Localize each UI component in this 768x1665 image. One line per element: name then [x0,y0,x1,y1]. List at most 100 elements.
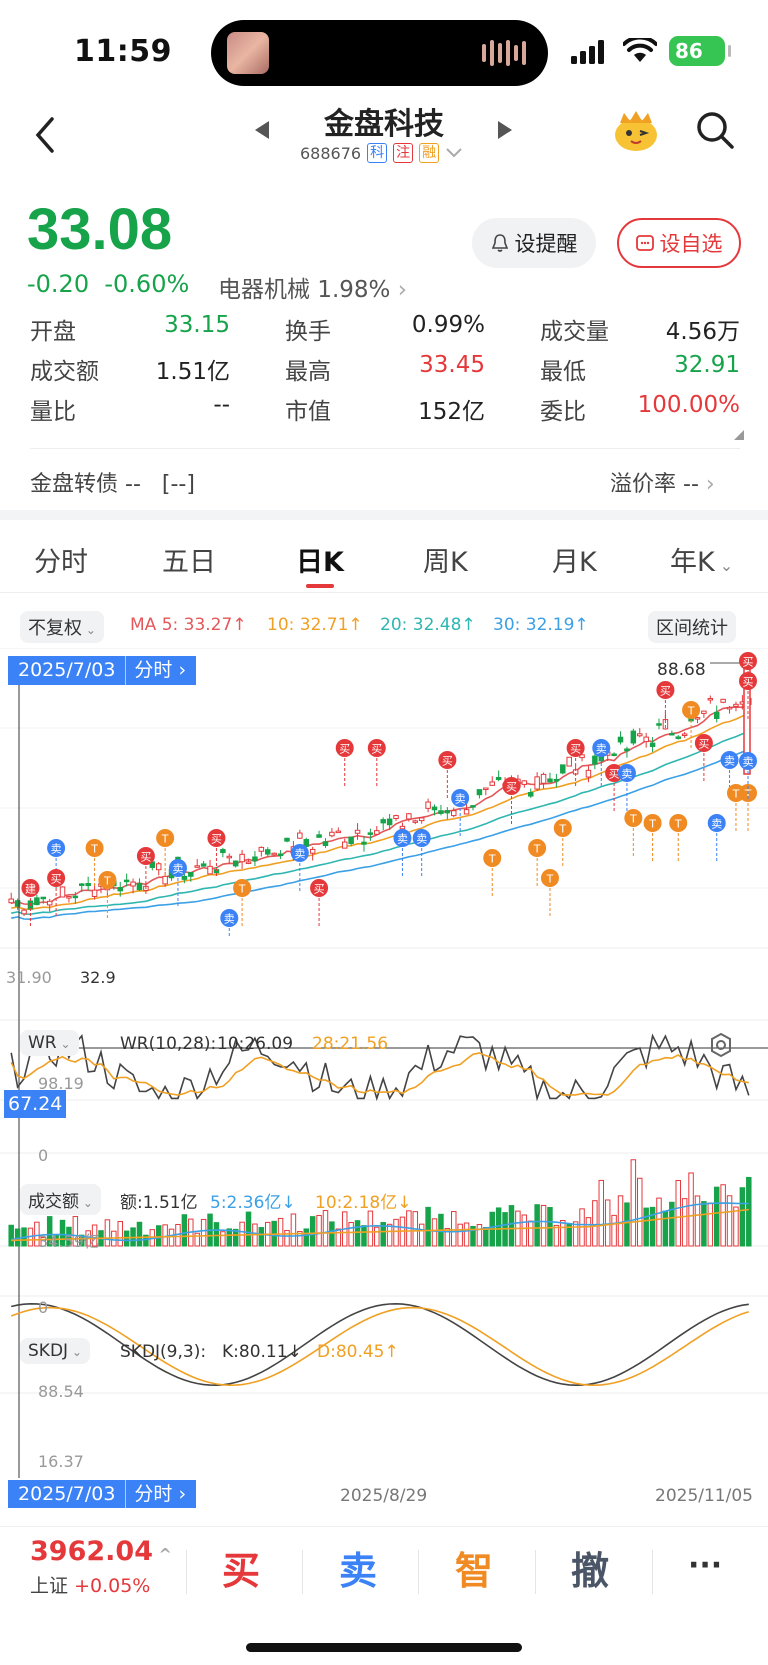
stat-value: 1.51亿 [155,359,230,385]
volume-bar [418,1223,425,1247]
signal-marker-label: 卖 [724,755,735,768]
skdj-k: K:80.11↓ [222,1342,302,1362]
signal-marker-label: 卖 [397,833,408,846]
volume-bar [630,1159,637,1247]
candle-body [617,736,624,743]
signal-marker-label: 买 [339,743,350,756]
next-stock-icon[interactable] [496,119,514,141]
candle-body [194,865,200,868]
candle-body [495,776,502,781]
now-playing-artwork [227,32,269,74]
tab-intraday[interactable]: 分时 [34,547,88,578]
adjust-label: 不复权 [28,618,82,639]
expand-corner-icon[interactable] [734,430,744,440]
tab-five-day[interactable]: 五日 [162,547,216,578]
candle-body [560,764,566,774]
divider [186,1550,187,1594]
sector-link[interactable]: 电器机械 1.98% › [218,270,407,304]
range-stats-button[interactable]: 区间统计 [648,611,736,643]
settings-icon[interactable] [708,1032,734,1058]
wr-bottom-tick: 0 [38,1146,49,1165]
candle-body [181,875,188,880]
volume-top-tick: 34.59亿 [38,1232,100,1251]
buy-button[interactable]: 买 [222,1549,261,1593]
chevron-down-icon[interactable] [445,147,463,159]
candle-body [79,883,85,886]
candle-body [553,778,560,782]
mascot-icon[interactable] [612,109,660,153]
candle-body [701,710,707,714]
tab-monthly-k[interactable]: 月K [552,547,597,578]
set-alert-button[interactable]: 设提醒 [472,218,596,268]
signal-marker [98,871,117,889]
signal-marker-label: 买 [743,676,754,689]
stat-high: 最高 33.45 [285,352,485,386]
volume-bar [624,1202,630,1247]
kline-left-tick: 31.90 [6,968,52,987]
signal-marker [592,739,611,757]
prev-stock-icon[interactable] [253,119,271,141]
premium-label: 溢价率 [610,472,677,497]
volume-bar [681,1198,688,1247]
signal-marker [669,814,688,832]
kline-min-label: 32.9 [80,968,116,987]
wr-select[interactable]: WR ⌄ [20,1030,79,1056]
tab-daily-k[interactable]: 日K [296,547,344,578]
volume-bar [669,1201,675,1247]
indicator-line [10,1052,749,1096]
adjust-select[interactable]: 不复权 ⌄ [20,611,104,643]
signal-marker-label: 买 [371,743,382,756]
wr-name: WR [28,1033,57,1053]
volume-bar [162,1224,168,1247]
battery-indicator: 86 [669,36,731,66]
candle-body [585,769,592,778]
candle-body [341,841,348,849]
signal-marker-label: T [674,818,682,831]
volume-bar [694,1195,701,1247]
signal-marker-label: 买 [570,743,581,756]
volume-bar [290,1213,297,1247]
signal-marker [739,652,757,670]
signal-marker [290,844,309,862]
convertible-bond[interactable]: 金盘转债 -- [--] [30,466,195,498]
candle-body [611,753,617,757]
candle-body [566,756,572,767]
add-watchlist-button[interactable]: 设自选 [617,218,741,268]
stat-label: 开盘 [30,319,76,345]
candle-body [354,829,361,834]
volume-select[interactable]: 成交额 ⌄ [20,1184,101,1215]
tab-weekly-k[interactable]: 周K [423,547,468,578]
tab-yearly-k[interactable]: 年K ⌄ [670,540,733,579]
more-button[interactable]: ··· [688,1548,723,1583]
cancel-order-button[interactable]: 撤 [571,1549,610,1593]
candle-body [393,815,399,819]
search-icon[interactable] [694,109,736,151]
volume-bar [104,1219,111,1247]
stat-value: 33.15 [164,312,230,338]
candle-body [521,780,528,785]
signal-marker [412,829,431,847]
signal-marker-label: 买 [743,656,754,669]
premium-rate[interactable]: 溢价率 -- › [610,466,715,498]
intraday-link[interactable]: 分时 › [125,656,186,685]
volume-bar [322,1210,329,1247]
dynamic-island[interactable] [211,20,548,86]
candle-body [188,871,194,877]
index-ticker[interactable]: 3962.04 ^ 上证 +0.05% [30,1536,172,1598]
smart-button[interactable]: 智 [455,1549,494,1593]
signal-marker-label: T [629,813,637,826]
volume-bar [194,1232,200,1247]
skdj-select[interactable]: SKDJ ⌄ [20,1338,90,1364]
back-icon[interactable] [30,115,60,155]
candle-body [675,736,681,739]
signal-marker [617,764,636,782]
intraday-link[interactable]: 分时 › [125,1480,186,1508]
candle-body [444,810,451,814]
volume-bar [701,1201,707,1247]
indicator-line [10,1306,750,1387]
kline-chart-area[interactable]: 建卖买TT买T卖买卖T卖买买买卖卖买卖T买TTT买卖买卖TT买TT买卖卖T买买T… [0,648,768,1483]
date-badge-top[interactable]: 2025/7/03 分时 › [8,656,197,685]
date-badge-bottom[interactable]: 2025/7/03 分时 › [8,1480,197,1508]
sell-button[interactable]: 卖 [339,1549,378,1593]
volume-bar [476,1224,483,1247]
